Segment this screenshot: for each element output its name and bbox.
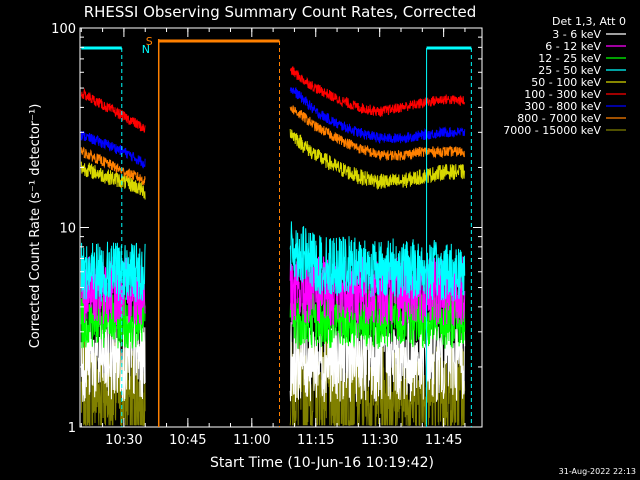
annotation-layer: SN	[81, 35, 472, 427]
series-300-800-kev	[80, 86, 466, 169]
legend-entry-label: 50 - 100 keV	[531, 76, 601, 89]
series-layer	[80, 66, 466, 427]
legend-entry-label: 25 - 50 keV	[538, 64, 601, 77]
series-line	[80, 241, 146, 303]
series-25-50-kev	[80, 221, 466, 303]
x-tick-label: 11:30	[361, 433, 398, 448]
series-line	[80, 161, 146, 200]
legend-entry-label: 300 - 800 keV	[524, 100, 601, 113]
series-line	[80, 87, 146, 133]
series-100-300-kev	[80, 66, 466, 133]
saa-marker-label: S	[146, 35, 153, 48]
x-tick-label: 11:15	[297, 433, 334, 448]
series-line	[80, 146, 146, 185]
night-marker-label: N	[142, 43, 150, 56]
x-axis-label: Start Time (10-Jun-16 10:19:42)	[210, 455, 434, 471]
series-line	[80, 130, 146, 169]
legend-header: Det 1,3, Att 0	[552, 15, 626, 28]
legend-entry-label: 6 - 12 keV	[545, 40, 601, 53]
footer-timestamp: 31-Aug-2022 22:13	[559, 467, 636, 476]
tick-layer: 10:30 10:45 11:00 11:15 11:30 11:45 1 10 100	[51, 22, 482, 448]
x-tick-label: 10:30	[105, 433, 142, 448]
legend-entry-label: 3 - 6 keV	[552, 28, 601, 41]
series-50-100-kev	[80, 128, 465, 200]
x-tick-label: 11:00	[233, 433, 270, 448]
series-line	[289, 128, 465, 191]
legend-entry-label: 800 - 7000 keV	[517, 112, 601, 125]
series-line	[289, 221, 466, 302]
y-tick-label: 1	[68, 421, 76, 436]
legend-entry-label: 100 - 300 keV	[524, 88, 601, 101]
x-tick-label: 11:45	[425, 433, 462, 448]
legend-entry-label: 7000 - 15000 keV	[503, 124, 601, 137]
series-line	[289, 86, 466, 144]
series-800-7000-kev	[80, 105, 465, 185]
series-line	[289, 105, 465, 161]
chart-title: RHESSI Observing Summary Count Rates, Co…	[84, 3, 477, 21]
y-axis-label: Corrected Count Rate (s⁻¹ detector⁻¹)	[28, 104, 43, 349]
series-line	[289, 66, 466, 117]
y-tick-label: 100	[51, 22, 76, 37]
x-tick-label: 10:45	[169, 433, 206, 448]
y-tick-label: 10	[59, 222, 76, 237]
legend-entry-label: 12 - 25 keV	[538, 52, 601, 65]
